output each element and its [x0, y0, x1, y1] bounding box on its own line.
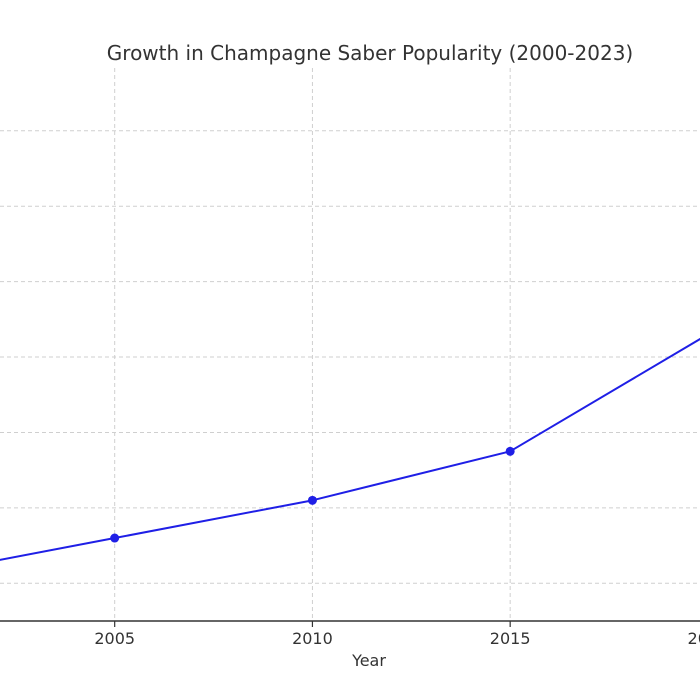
- data-point-2015: [505, 446, 515, 456]
- grid: [0, 68, 700, 621]
- axes: 2005 2010 2015 2020: [0, 620, 700, 648]
- x-tick-label-2015: 2015: [490, 629, 531, 648]
- chart-title: Growth in Champagne Saber Popularity (20…: [107, 41, 633, 65]
- x-tick-label-2010: 2010: [292, 629, 333, 648]
- x-tick-label-2020: 2020: [688, 629, 700, 648]
- data-point-2010: [307, 495, 317, 505]
- x-axis-label: Year: [351, 651, 386, 670]
- series-line: [0, 337, 700, 561]
- x-tick-label-2005: 2005: [94, 629, 135, 648]
- data-point-2005: [110, 533, 120, 543]
- series: [0, 337, 700, 561]
